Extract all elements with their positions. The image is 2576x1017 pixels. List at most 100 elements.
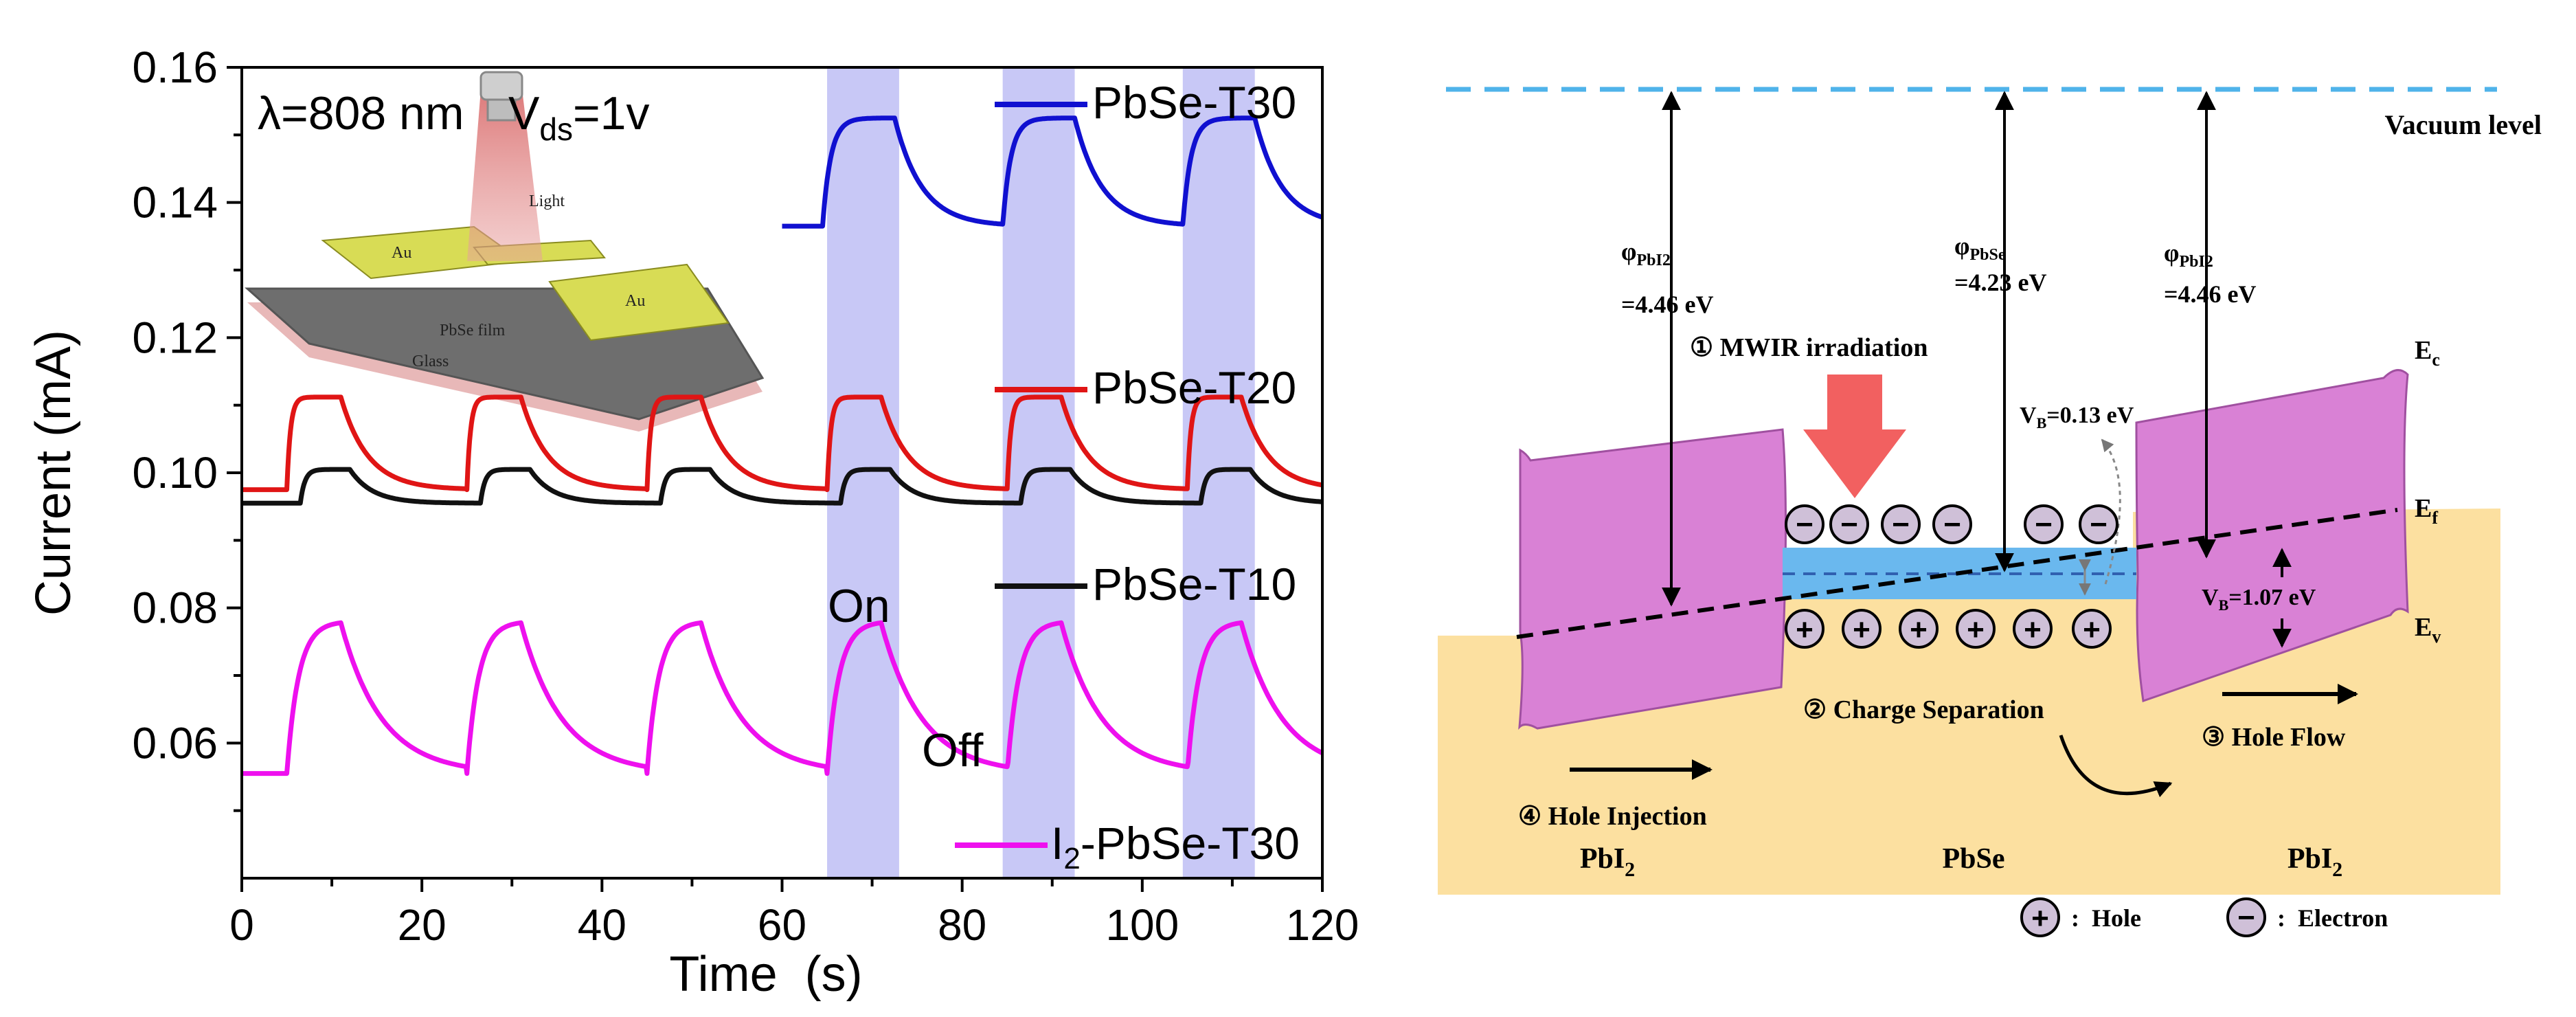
left-material-label: PbI2 [1580,843,1635,881]
x-tick-label-60: 60 [758,900,806,950]
svg-text:−: − [2237,901,2255,935]
axis-tick-labels: 0 20 40 60 80 100 120 0.06 0.08 0.10 0.12 0.14 0.16 [132,43,1359,950]
x-axis-label: Time (s) [669,947,862,1002]
x-tick-label-100: 100 [1105,900,1179,950]
svg-text:+: + [1853,613,1871,647]
ef-label: Ef [2415,494,2438,528]
vacuum-level-label: Vacuum level [2384,109,2542,140]
svg-text:−: − [2090,508,2108,541]
y-axis-label: Current (mA) [26,330,81,616]
inset-light-label: Light [529,192,565,210]
series-line-PbSe-T30 [780,115,1324,229]
svg-text:−: − [1943,508,1961,541]
legend-label-t20: PbSe-T20 [1092,362,1296,413]
electron-icon: − [2079,504,2119,544]
step1-label: ① MWIR irradiation [1690,333,1928,362]
hole-icon: + [1956,609,1996,649]
plot-frame [240,66,1324,880]
y-tick-label-0.06: 0.06 [132,718,218,768]
step3-label: ③ Hole Flow [2202,723,2346,752]
svg-text:−: − [1892,508,1910,541]
charge-separation-arrow [2059,735,2173,798]
svg-text:+: + [1910,613,1928,647]
electron-icon: − [1881,504,1921,544]
legend-label-t10: PbSe-T10 [1092,559,1296,610]
x-tick-label-20: 20 [398,900,447,950]
hole-icon: + [2072,609,2112,649]
electron-icon: − [2024,504,2064,544]
svg-text:+: + [1967,613,1985,647]
electron-icon: − [1829,504,1869,544]
inset-au-right-label: Au [625,292,645,310]
light-on-windows [827,67,1255,878]
irradiation-arrow [1803,375,1906,498]
light-on-window-1 [827,67,899,878]
series-line-I2-PbSe-T30 [240,620,1324,776]
hole-icon: + [1899,609,1939,649]
off-label: Off [922,724,984,776]
inset-glass-label: Glass [412,353,449,370]
phi-mid-label: φPbSe [1954,232,2006,264]
svg-text:+: + [2024,613,2042,647]
legend-label-t30: PbSe-T30 [1092,77,1296,128]
legend-label-i2: I2-PbSe-T30 [1051,818,1300,875]
light-beam [467,89,543,261]
y-tick-label-0.12: 0.12 [132,313,218,362]
electron-icon: − [1932,504,1972,544]
step4-label: ④ Hole Injection [1518,802,1707,831]
vb-small-arrow [2101,438,2121,585]
electron-row: − − − − − − [1785,504,2119,544]
x-tick-label-40: 40 [578,900,626,950]
hole-row: + + + + + + [1785,609,2112,649]
legend-hole-label: : Hole [2071,904,2141,932]
series-lines [240,115,1324,776]
svg-text:+: + [2083,613,2101,647]
electron-legend-icon: − [2226,897,2266,937]
legend-electron-label: : Electron [2277,904,2388,932]
x-tick-label-80: 80 [938,900,986,950]
svg-text:+: + [2031,902,2049,935]
phi-left-value: =4.46 eV [1621,291,1714,318]
electron-icon: − [1785,504,1824,544]
svg-text:−: − [1796,508,1814,541]
ec-label: Ec [2415,336,2440,370]
legend: PbSe-T30 PbSe-T20 PbSe-T10 I2-PbSe-T30 [955,77,1300,875]
inset-au-left-label: Au [392,244,411,262]
y-tick-label-0.16: 0.16 [132,43,218,92]
vb-large-label: VB=1.07 eV [2202,585,2316,614]
right-material-label: PbI2 [2287,843,2342,881]
light-on-window-2 [1002,67,1075,878]
pbi2-left-band [1518,428,1787,730]
svg-text:−: − [1840,508,1858,541]
phi-right-value: =4.46 eV [2164,280,2257,308]
band-diagram: Vacuum level φPbI2 =4.46 eV φPbSe =4.23 … [1438,87,2542,937]
on-label: On [828,580,890,632]
fermi-level-line [1516,508,2398,639]
step2-label: ② Charge Separation [1803,695,2044,724]
hole-legend-icon: + [2020,897,2060,937]
y-tick-label-0.14: 0.14 [132,178,218,227]
hole-icon: + [1785,609,1824,649]
inset-film-label: PbSe film [440,322,506,339]
series-line-PbSe-T20 [240,394,1324,493]
series-line-PbSe-T10 [240,467,1324,506]
svg-text:+: + [1796,613,1814,647]
x-tick-label-0: 0 [229,900,254,950]
photoresponse-chart: Light Au Au PbSe film Glass 0 20 40 60 80 100… [26,43,1359,1002]
hole-icon: + [2013,609,2053,649]
hole-icon: + [1842,609,1882,649]
device-inset: Light Au Au PbSe film Glass [245,71,765,432]
y-tick-label-0.08: 0.08 [132,583,218,633]
light-on-window-3 [1182,67,1255,878]
phi-mid-value: =4.23 eV [1954,269,2047,296]
phi-left-label: φPbI2 [1621,238,1671,269]
wavelength-label: λ=808 nm [258,87,464,139]
y-tick-label-0.10: 0.10 [132,448,218,498]
ev-label: Ev [2415,613,2441,647]
au-electrode-right [548,263,730,342]
phi-right-label: φPbI2 [2164,239,2213,271]
x-tick-label-120: 120 [1286,900,1359,950]
mid-material-label: PbSe [1942,843,2004,875]
vb-small-label: VB=0.13 eV [2020,403,2134,432]
